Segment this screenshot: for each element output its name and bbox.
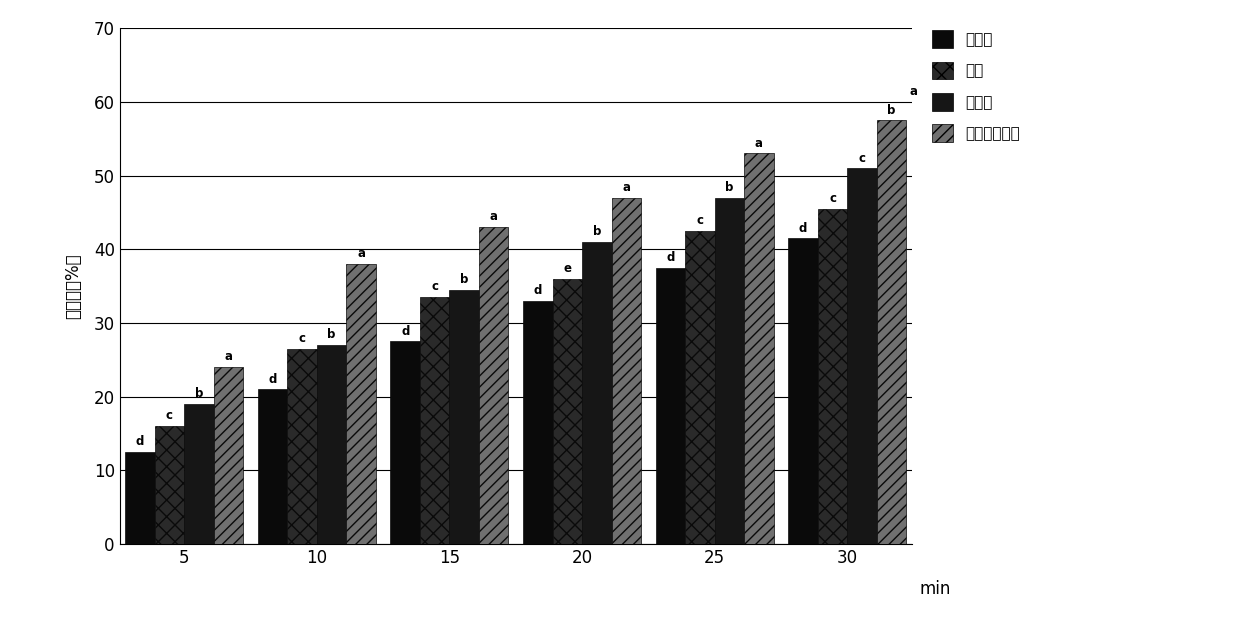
- Bar: [125, 452, 155, 544]
- Bar: [155, 426, 185, 544]
- Bar: [582, 242, 611, 544]
- Y-axis label: 吸附率（%）: 吸附率（%）: [64, 254, 83, 319]
- Text: c: c: [299, 332, 305, 345]
- Bar: [656, 268, 686, 544]
- Text: d: d: [268, 373, 277, 386]
- Text: a: a: [909, 85, 918, 98]
- Text: b: b: [327, 328, 336, 341]
- Legend: 活性炭, 竹炭, 硅藻茹, 葡萄酿酒残渣: 活性炭, 竹炭, 硅藻茹, 葡萄酿酒残渣: [928, 26, 1025, 146]
- Bar: [611, 197, 641, 544]
- Text: b: b: [725, 181, 734, 194]
- Text: min: min: [920, 580, 951, 598]
- Bar: [420, 297, 449, 544]
- Text: b: b: [195, 388, 203, 401]
- Bar: [346, 264, 376, 544]
- Text: b: b: [460, 273, 469, 286]
- Bar: [789, 238, 818, 544]
- Text: d: d: [666, 251, 675, 264]
- Bar: [213, 367, 243, 544]
- Bar: [185, 404, 213, 544]
- Bar: [479, 227, 508, 544]
- Bar: [523, 301, 553, 544]
- Bar: [288, 349, 316, 544]
- Bar: [818, 209, 847, 544]
- Bar: [553, 278, 582, 544]
- Text: c: c: [432, 280, 438, 293]
- Bar: [877, 120, 906, 544]
- Bar: [744, 153, 774, 544]
- Bar: [391, 341, 420, 544]
- Text: b: b: [888, 103, 895, 117]
- Bar: [449, 290, 479, 544]
- Bar: [316, 345, 346, 544]
- Text: c: c: [697, 214, 703, 227]
- Text: e: e: [563, 262, 572, 275]
- Text: d: d: [401, 325, 409, 338]
- Text: c: c: [166, 409, 172, 422]
- Bar: [714, 197, 744, 544]
- Text: c: c: [858, 151, 866, 164]
- Bar: [258, 389, 288, 544]
- Text: d: d: [533, 284, 542, 297]
- Text: d: d: [799, 222, 807, 234]
- Text: a: a: [224, 351, 232, 363]
- Text: d: d: [135, 435, 144, 448]
- Bar: [847, 168, 877, 544]
- Text: a: a: [357, 247, 365, 260]
- Text: a: a: [490, 211, 497, 224]
- Bar: [686, 231, 714, 544]
- Text: a: a: [622, 181, 630, 194]
- Text: a: a: [755, 137, 763, 150]
- Text: c: c: [830, 192, 836, 205]
- Text: b: b: [593, 225, 601, 238]
